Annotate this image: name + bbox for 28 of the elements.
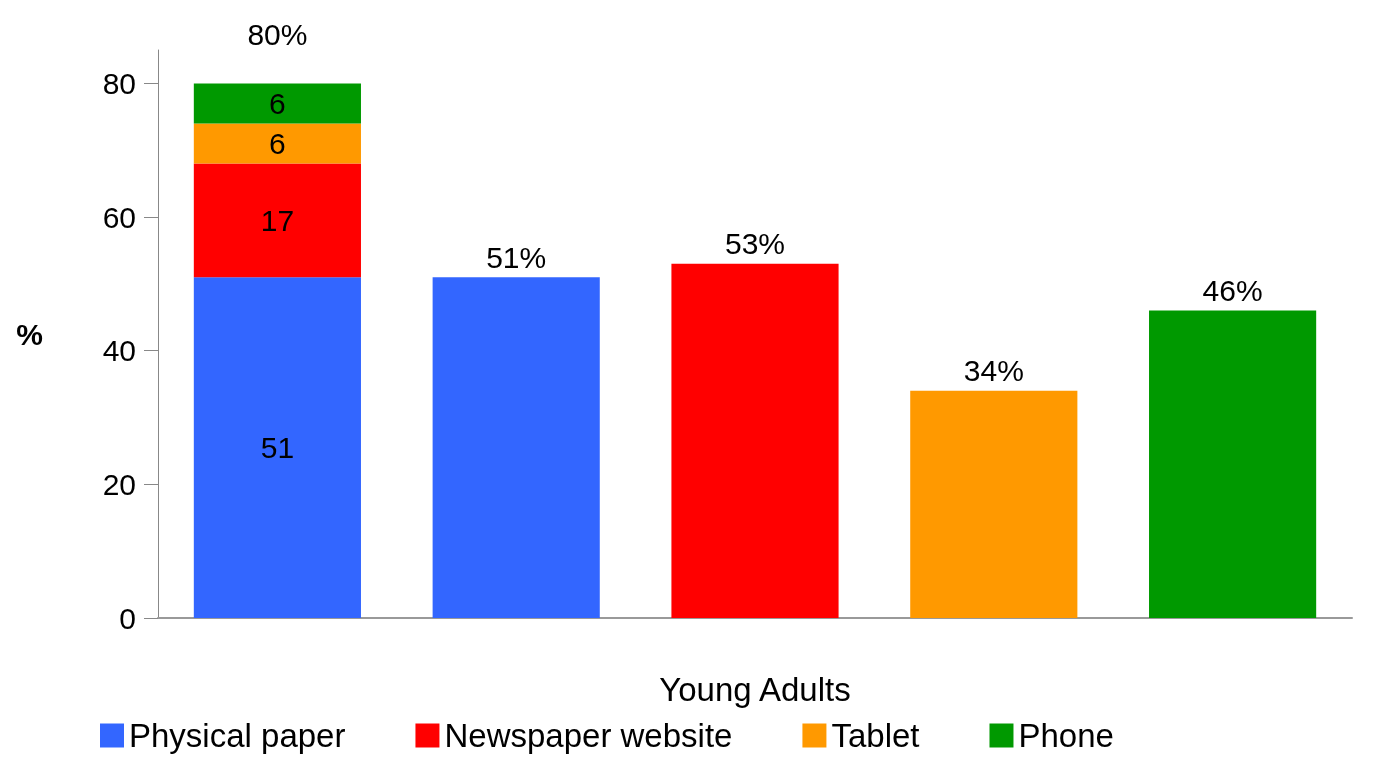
bar bbox=[671, 263, 839, 618]
bar bbox=[193, 277, 361, 618]
data-label: 6 bbox=[269, 86, 286, 120]
legend-label: Phone bbox=[1018, 717, 1114, 754]
bar bbox=[193, 83, 361, 124]
y-tick-label: 60 bbox=[102, 200, 136, 234]
bar bbox=[193, 163, 361, 278]
legend-label: Tablet bbox=[831, 717, 920, 754]
y-tick-label: 40 bbox=[102, 334, 136, 368]
data-label: 6 bbox=[269, 127, 286, 161]
y-axis-title: % bbox=[16, 317, 43, 351]
y-tick-label: 80 bbox=[102, 66, 136, 100]
bar bbox=[193, 123, 361, 164]
data-label: 51% bbox=[486, 240, 547, 274]
y-tick-label: 20 bbox=[102, 467, 136, 501]
bar bbox=[910, 390, 1078, 618]
legend-label: Newspaper website bbox=[444, 717, 733, 754]
legend-label: Physical paper bbox=[129, 717, 346, 754]
bar bbox=[432, 277, 600, 618]
bar bbox=[1149, 310, 1317, 618]
data-label: 51 bbox=[260, 431, 295, 465]
data-label: 53% bbox=[724, 227, 786, 261]
data-label: 46% bbox=[1202, 274, 1263, 308]
y-tick-label: 0 bbox=[119, 601, 136, 635]
data-label: 17 bbox=[260, 203, 295, 237]
data-label: 34% bbox=[963, 354, 1024, 388]
total-label: 80% bbox=[247, 17, 308, 51]
x-axis-title: Young Adults bbox=[659, 671, 851, 708]
